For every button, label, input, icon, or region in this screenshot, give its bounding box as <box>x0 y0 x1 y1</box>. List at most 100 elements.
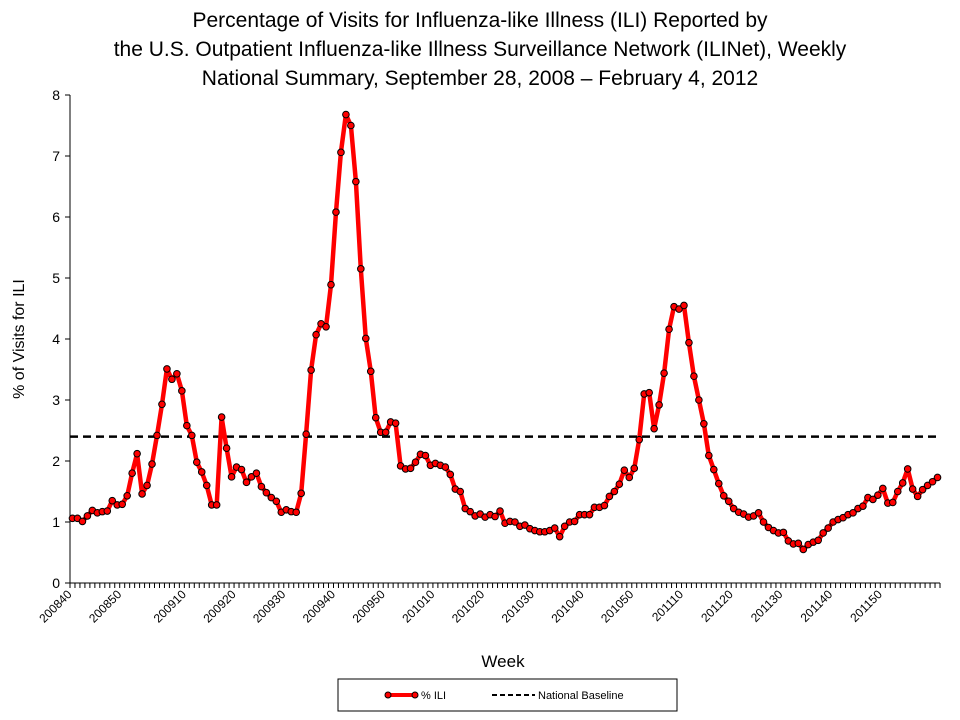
x-tick-label: 200910 <box>151 587 189 625</box>
data-point <box>188 431 196 440</box>
data-point <box>903 465 912 473</box>
data-point <box>362 334 370 343</box>
data-point <box>779 528 788 537</box>
data-point <box>913 492 922 501</box>
data-point <box>615 480 624 488</box>
legend-ili-marker <box>411 691 419 699</box>
data-point <box>78 517 87 526</box>
data-point <box>550 524 559 532</box>
y-tick-label: 4 <box>52 331 60 347</box>
x-tick-label: 201050 <box>598 587 636 625</box>
data-point <box>869 495 877 504</box>
data-point <box>675 305 683 313</box>
data-point <box>466 507 475 516</box>
data-point <box>183 421 191 430</box>
data-point <box>381 428 390 437</box>
data-point <box>700 419 708 428</box>
y-tick-label: 3 <box>52 392 60 408</box>
legend-baseline-label: National Baseline <box>538 690 624 702</box>
chart-title: Percentage of Visits for Influenza-like … <box>0 6 960 93</box>
data-point <box>421 451 430 460</box>
data-point <box>158 400 166 409</box>
data-point <box>128 469 136 478</box>
data-point <box>908 485 917 493</box>
data-point <box>212 501 221 509</box>
data-point <box>928 477 937 486</box>
data-point <box>456 487 465 496</box>
data-point <box>342 110 350 119</box>
data-point <box>610 487 619 496</box>
data-point <box>635 435 644 444</box>
data-point <box>337 148 345 157</box>
data-point <box>888 498 897 507</box>
data-point <box>491 512 499 521</box>
data-point <box>307 366 315 374</box>
data-point <box>600 501 609 510</box>
data-point <box>332 208 340 216</box>
data-point <box>118 500 126 509</box>
data-point <box>133 449 141 458</box>
data-point <box>933 473 942 482</box>
y-tick-label: 6 <box>52 209 60 225</box>
data-point <box>560 522 569 531</box>
data-point <box>754 509 763 517</box>
y-tick-label: 0 <box>52 575 60 591</box>
data-point <box>327 280 335 289</box>
data-point <box>143 481 151 490</box>
data-point <box>655 401 663 409</box>
x-tick-label: 201140 <box>798 587 836 625</box>
data-point <box>312 330 320 339</box>
data-point <box>138 490 146 498</box>
x-tick-label: 201030 <box>499 587 537 625</box>
data-point <box>879 484 887 493</box>
data-point <box>441 463 450 471</box>
data-point <box>371 413 380 422</box>
data-point <box>555 532 564 541</box>
data-point <box>893 487 902 496</box>
data-point <box>272 497 281 506</box>
data-point <box>496 507 504 515</box>
data-point <box>625 473 634 482</box>
data-point <box>620 466 629 474</box>
legend-ili-marker <box>384 691 392 699</box>
data-point <box>347 121 355 130</box>
data-point <box>719 491 728 500</box>
data-point <box>237 465 246 474</box>
data-point <box>710 465 718 474</box>
chart-title-line-1: Percentage of Visits for Influenza-like … <box>192 9 768 32</box>
x-tick-label: 201150 <box>847 587 885 625</box>
data-point <box>262 488 271 497</box>
data-point <box>794 539 803 548</box>
data-point <box>297 489 305 498</box>
data-point <box>163 365 171 373</box>
data-point <box>222 444 231 452</box>
data-point <box>153 431 161 440</box>
chart-title-line-3: National Summary, September 28, 2008 – F… <box>201 67 759 90</box>
data-point <box>406 464 415 473</box>
x-tick-label: 200950 <box>350 587 388 625</box>
x-tick-label: 200940 <box>300 587 338 625</box>
x-tick-label: 201110 <box>649 587 686 624</box>
data-point <box>217 413 226 421</box>
data-point <box>680 301 688 310</box>
y-tick-label: 8 <box>52 87 60 103</box>
data-point <box>178 387 186 395</box>
data-point <box>923 481 932 490</box>
data-point <box>257 482 266 491</box>
data-point <box>352 177 360 186</box>
data-point <box>267 493 276 502</box>
data-point <box>391 419 400 427</box>
data-point <box>411 458 420 467</box>
data-point <box>849 509 857 517</box>
data-point <box>446 470 455 479</box>
ili-series-line <box>72 112 939 552</box>
data-point <box>690 372 698 381</box>
x-tick-label: 200920 <box>200 587 238 625</box>
legend-ili-label: % ILI <box>421 690 446 702</box>
data-point <box>585 510 594 519</box>
data-point <box>898 479 907 487</box>
x-tick-label: 200840 <box>36 587 74 625</box>
y-tick-label: 1 <box>52 514 60 530</box>
data-point <box>630 464 639 473</box>
